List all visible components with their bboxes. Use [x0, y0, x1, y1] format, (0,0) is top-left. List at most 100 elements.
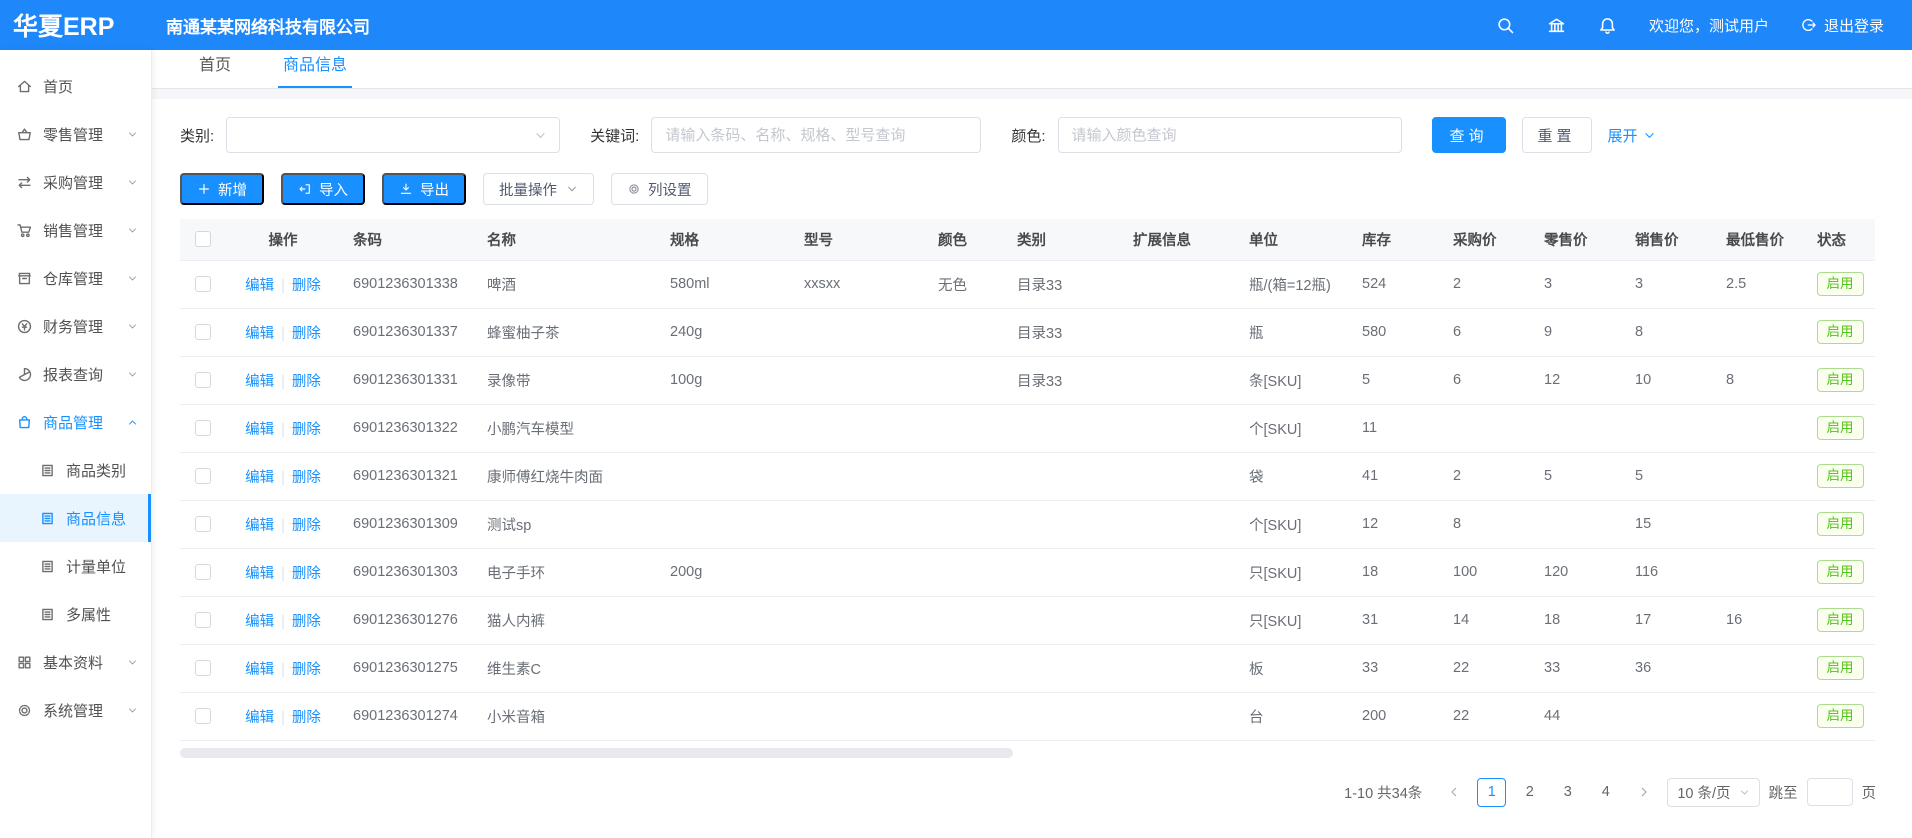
- edit-link[interactable]: 编辑: [245, 661, 275, 678]
- cell-barcode: 6901236301337: [341, 308, 475, 357]
- delete-link[interactable]: 删除: [291, 325, 321, 342]
- row-checkbox[interactable]: [194, 660, 211, 676]
- row-checkbox[interactable]: [194, 324, 211, 340]
- edit-link[interactable]: 编辑: [245, 277, 275, 294]
- expand-link[interactable]: 展开: [1608, 125, 1656, 146]
- sidebar-item-商品管理[interactable]: 商品管理: [0, 398, 151, 446]
- bank-icon[interactable]: [1547, 16, 1566, 35]
- delete-link[interactable]: 删除: [291, 373, 321, 390]
- cell-stock: 41: [1350, 452, 1441, 501]
- cell-stock: 11: [1350, 404, 1441, 453]
- logout-button[interactable]: 退出登录: [1801, 15, 1884, 36]
- row-checkbox[interactable]: [194, 564, 211, 580]
- row-checkbox[interactable]: [194, 468, 211, 484]
- delete-link[interactable]: 删除: [291, 469, 321, 486]
- row-checkbox[interactable]: [194, 276, 211, 292]
- cell-barcode: 6901236301276: [341, 596, 475, 645]
- sidebar-item-商品类别[interactable]: 商品类别: [0, 446, 151, 494]
- chevron-down-icon: [1643, 129, 1656, 142]
- sidebar-item-label: 销售管理: [43, 222, 104, 240]
- import-button[interactable]: 导入: [281, 173, 365, 205]
- sidebar-item-多属性[interactable]: 多属性: [0, 590, 151, 638]
- sidebar-item-销售管理[interactable]: 销售管理: [0, 206, 151, 254]
- status-badge: 启用: [1816, 367, 1864, 393]
- sidebar-item-采购管理[interactable]: 采购管理: [0, 158, 151, 206]
- edit-link[interactable]: 编辑: [245, 709, 275, 726]
- cell-stock: 5: [1350, 356, 1441, 405]
- column-settings-button[interactable]: 列设置: [611, 173, 708, 205]
- delete-link[interactable]: 删除: [291, 517, 321, 534]
- batch-actions-button[interactable]: 批量操作: [483, 173, 594, 205]
- bell-icon[interactable]: [1598, 16, 1617, 35]
- sidebar-item-报表查询[interactable]: 报表查询: [0, 350, 151, 398]
- row-checkbox[interactable]: [194, 516, 211, 532]
- cell-min-price: [1714, 692, 1805, 741]
- column-header-状态: 状态: [1805, 219, 1875, 261]
- row-actions: 编辑 | 删除: [225, 452, 341, 501]
- row-checkbox[interactable]: [194, 372, 211, 388]
- sidebar-item-计量单位[interactable]: 计量单位: [0, 542, 151, 590]
- cell-model: [792, 644, 926, 693]
- color-input[interactable]: [1057, 117, 1402, 153]
- search-button[interactable]: 查询: [1431, 117, 1506, 153]
- edit-link[interactable]: 编辑: [245, 565, 275, 582]
- add-button[interactable]: 新增: [180, 173, 264, 205]
- delete-link[interactable]: 删除: [291, 421, 321, 438]
- sidebar-item-系统管理[interactable]: 系统管理: [0, 686, 151, 734]
- sidebar-item-基本资料[interactable]: 基本资料: [0, 638, 151, 686]
- delete-link[interactable]: 删除: [291, 613, 321, 630]
- sidebar-item-仓库管理[interactable]: 仓库管理: [0, 254, 151, 302]
- sidebar-item-零售管理[interactable]: 零售管理: [0, 110, 151, 158]
- page-button-3[interactable]: 3: [1553, 777, 1583, 807]
- cell-min-price: 8: [1714, 356, 1805, 405]
- bag-icon: [16, 414, 33, 431]
- tab-商品信息[interactable]: 商品信息: [278, 51, 353, 88]
- edit-link[interactable]: 编辑: [245, 325, 275, 342]
- cell-sale-price: [1623, 692, 1714, 741]
- cell-color: [926, 644, 1005, 693]
- export-button[interactable]: 导出: [382, 173, 466, 205]
- row-checkbox[interactable]: [194, 420, 211, 436]
- cell-min-price: [1714, 500, 1805, 549]
- reset-button[interactable]: 重置: [1521, 117, 1592, 153]
- cell-spec: 580ml: [658, 260, 792, 309]
- page-button-2[interactable]: 2: [1515, 777, 1545, 807]
- page-button-4[interactable]: 4: [1591, 777, 1621, 807]
- cell-sale-price: 116: [1623, 548, 1714, 597]
- delete-link[interactable]: 删除: [291, 565, 321, 582]
- delete-link[interactable]: 删除: [291, 661, 321, 678]
- chevron-down-icon: [127, 369, 138, 380]
- category-select[interactable]: [226, 117, 561, 153]
- edit-link[interactable]: 编辑: [245, 613, 275, 630]
- tab-首页[interactable]: 首页: [199, 57, 232, 74]
- search-icon[interactable]: [1496, 16, 1515, 35]
- cell-model: [792, 548, 926, 597]
- next-page-button[interactable]: [1629, 777, 1659, 807]
- cell-min-price: [1714, 452, 1805, 501]
- cell-name: 康师傅红烧牛肉面: [475, 452, 658, 501]
- row-checkbox[interactable]: [194, 708, 211, 724]
- cell-retail-price: 12: [1532, 356, 1623, 405]
- cell-spec: 240g: [658, 308, 792, 357]
- delete-link[interactable]: 删除: [291, 277, 321, 294]
- cell-name: 维生素C: [475, 644, 658, 693]
- keyword-input[interactable]: [651, 117, 982, 153]
- page-size-select[interactable]: 10 条/页: [1667, 777, 1760, 807]
- edit-link[interactable]: 编辑: [245, 469, 275, 486]
- sidebar-item-首页[interactable]: 首页: [0, 62, 151, 110]
- cell-unit: 个[SKU]: [1237, 500, 1350, 549]
- sidebar-item-财务管理[interactable]: 财务管理: [0, 302, 151, 350]
- edit-link[interactable]: 编辑: [245, 421, 275, 438]
- sidebar-item-label: 首页: [43, 78, 74, 96]
- select-all-checkbox[interactable]: [194, 231, 211, 248]
- horizontal-scrollbar[interactable]: [180, 747, 1013, 758]
- cell-purchase-price: 6: [1441, 308, 1532, 357]
- edit-link[interactable]: 编辑: [245, 517, 275, 534]
- page-jump-input[interactable]: [1806, 778, 1853, 806]
- edit-link[interactable]: 编辑: [245, 373, 275, 390]
- row-checkbox[interactable]: [194, 612, 211, 628]
- sidebar-item-商品信息[interactable]: 商品信息: [0, 494, 151, 542]
- delete-link[interactable]: 删除: [291, 709, 321, 726]
- page-button-1[interactable]: 1: [1477, 777, 1507, 807]
- prev-page-button[interactable]: [1439, 777, 1469, 807]
